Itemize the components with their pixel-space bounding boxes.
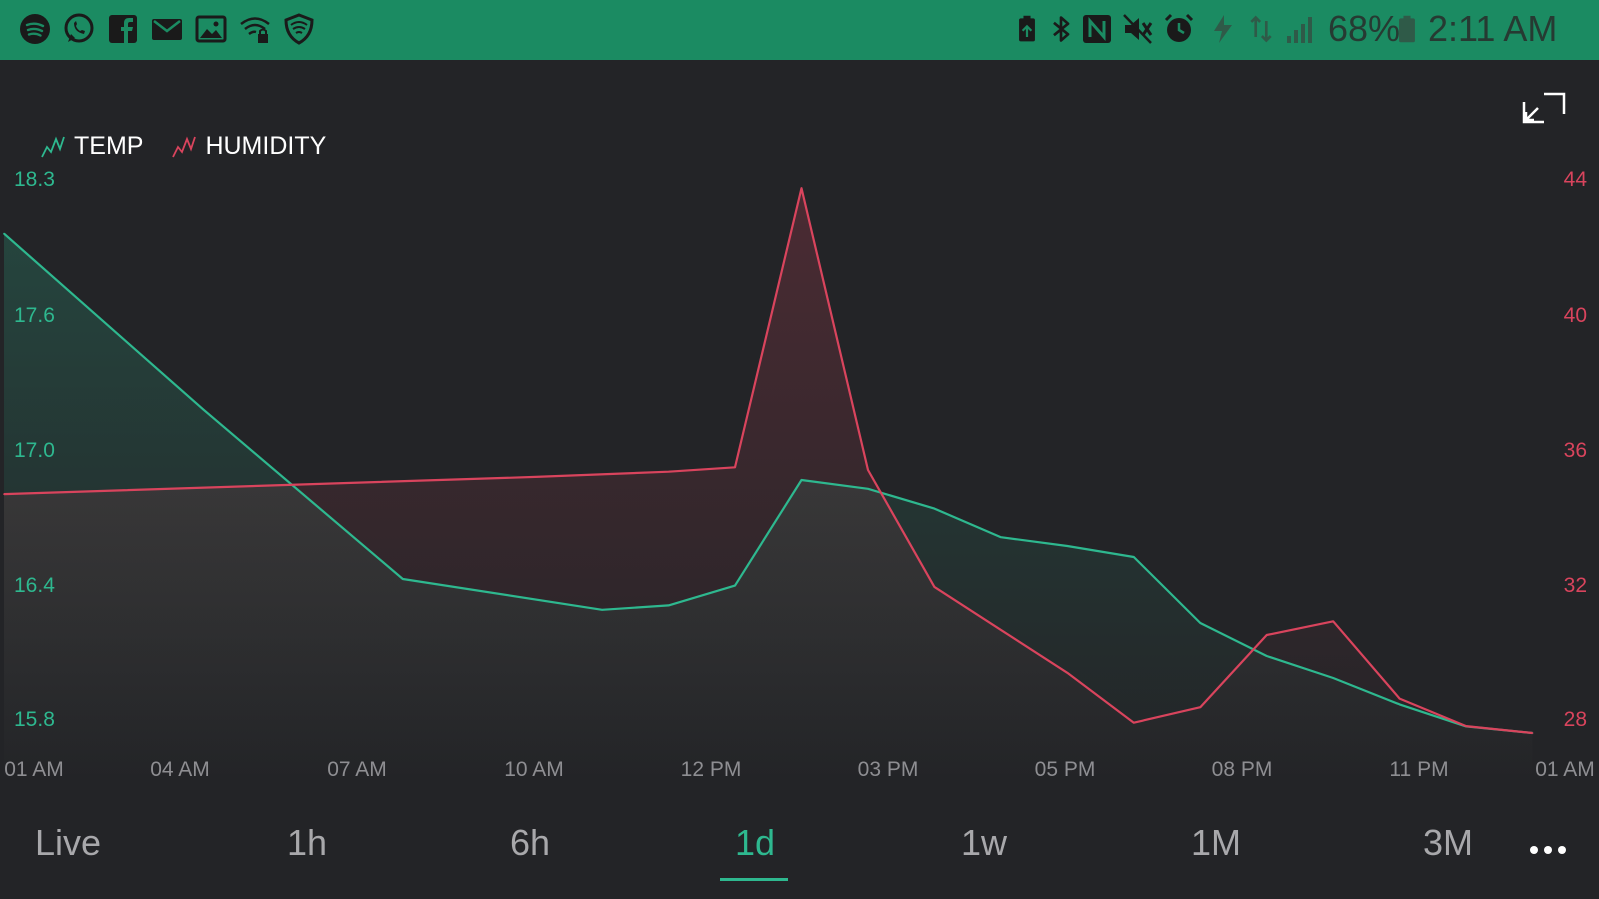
facebook-icon: [106, 12, 140, 46]
temp-series-line: [3, 232, 1533, 735]
more-options-icon[interactable]: [1528, 842, 1568, 858]
y-right-tick: 36: [1563, 439, 1587, 462]
x-tick: 07 AM: [327, 758, 387, 781]
x-tick: 08 PM: [1211, 758, 1273, 781]
temp-data-point: [1066, 545, 1069, 547]
temp-data-point: [1199, 622, 1202, 624]
humidity-data-point: [800, 187, 803, 189]
humidity-data-point: [1531, 732, 1534, 734]
temp-data-point: [3, 232, 5, 235]
image-icon: [194, 12, 228, 46]
legend-item-humidity[interactable]: HUMIDITY: [171, 132, 326, 161]
x-tick: 10 AM: [504, 758, 564, 781]
exit-fullscreen-icon[interactable]: [1522, 92, 1566, 124]
x-tick: 12 PM: [680, 758, 742, 781]
wifi-lock-icon: [238, 12, 272, 46]
x-tick: 05 PM: [1034, 758, 1096, 781]
status-bar: 68% 2:11 AM: [0, 0, 1599, 60]
battery-icon: [1392, 12, 1422, 46]
bluetooth-icon: [1046, 12, 1076, 46]
humidity-data-point: [933, 586, 936, 588]
humidity-data-point: [1066, 672, 1069, 674]
whatsapp-icon: [62, 12, 96, 46]
y-right-tick: 44: [1563, 168, 1587, 191]
alarm-icon: [1162, 12, 1196, 46]
humidity-data-point: [269, 484, 271, 487]
humidity-data-point: [1398, 697, 1401, 700]
temp-data-point: [202, 408, 205, 411]
nfc-icon: [1080, 12, 1114, 46]
battery-percent: 68%: [1328, 8, 1401, 49]
y-left-tick: 17.6: [14, 304, 55, 327]
y-right-tick: 28: [1563, 708, 1587, 731]
x-tick: 04 AM: [150, 758, 210, 781]
temp-data-point: [933, 507, 936, 510]
x-tick: 11 PM: [1389, 758, 1449, 781]
tab-live[interactable]: Live: [34, 822, 102, 863]
legend-label-temp: TEMP: [74, 132, 144, 160]
temp-data-point: [667, 604, 670, 607]
tab-3m[interactable]: 3M: [1422, 822, 1474, 863]
humidity-data-point: [1000, 629, 1002, 631]
x-tick: 03 PM: [857, 758, 919, 781]
x-tick: 01 AM: [1535, 758, 1595, 781]
humidity-area: [4, 188, 1533, 780]
chart: [3, 187, 1534, 781]
y-left-tick: 15.8: [14, 708, 55, 731]
temp-data-point: [867, 488, 869, 490]
chart-legend: TEMP HUMIDITY: [40, 132, 326, 161]
humidity-data-point: [867, 469, 869, 471]
signal-icon: [1284, 12, 1318, 46]
humidity-data-point: [1199, 706, 1202, 708]
humidity-data-point: [534, 476, 537, 478]
mail-icon: [150, 12, 184, 46]
humidity-data-point: [1133, 721, 1135, 724]
mute-icon: [1120, 12, 1156, 46]
humidity-data-point: [1332, 620, 1334, 623]
temp-data-point: [1398, 703, 1401, 706]
y-right-tick: 40: [1563, 304, 1587, 327]
temp-data-point: [734, 584, 736, 587]
temp-data-point: [800, 479, 803, 481]
temp-data-point: [1133, 556, 1135, 558]
data-arrows-icon: [1246, 12, 1276, 46]
y-right-tick: 32: [1563, 574, 1587, 597]
active-tab-indicator: [720, 878, 788, 881]
tab-1m[interactable]: 1M: [1190, 822, 1242, 863]
y-left-tick: 17.0: [14, 439, 55, 462]
tab-1d[interactable]: 1d: [734, 822, 776, 863]
tab-6h[interactable]: 6h: [509, 822, 551, 863]
humidity-data-point: [667, 470, 670, 473]
shield-icon: [282, 12, 316, 46]
time-range-tabs: Live 1h 6h 1d 1w 1M 3M: [0, 800, 1599, 899]
temp-data-point: [1000, 536, 1002, 538]
temp-data-point: [601, 609, 603, 611]
line-chart-icon: [41, 136, 65, 157]
spotify-icon: [18, 12, 52, 46]
humidity-data-point: [1265, 634, 1268, 636]
line-chart-icon: [172, 136, 197, 157]
humidity-data-point: [734, 466, 736, 469]
clock-time: 2:11 AM: [1428, 8, 1558, 49]
tab-1w[interactable]: 1w: [960, 822, 1008, 863]
temp-data-point: [1265, 655, 1268, 657]
flash-charge-icon: [1206, 12, 1240, 46]
legend-item-temp[interactable]: TEMP: [40, 132, 143, 161]
battery-saver-icon: [1012, 12, 1042, 46]
temp-data-point: [1332, 677, 1334, 679]
temp-data-point: [402, 578, 404, 580]
tab-1h[interactable]: 1h: [286, 822, 328, 863]
humidity-data-point: [3, 493, 5, 495]
legend-label-humidity: HUMIDITY: [205, 132, 327, 160]
y-left-tick: 16.4: [14, 574, 55, 597]
humidity-data-point: [1465, 725, 1467, 727]
x-tick: 01 AM: [4, 758, 64, 781]
y-left-tick: 18.3: [14, 168, 55, 191]
